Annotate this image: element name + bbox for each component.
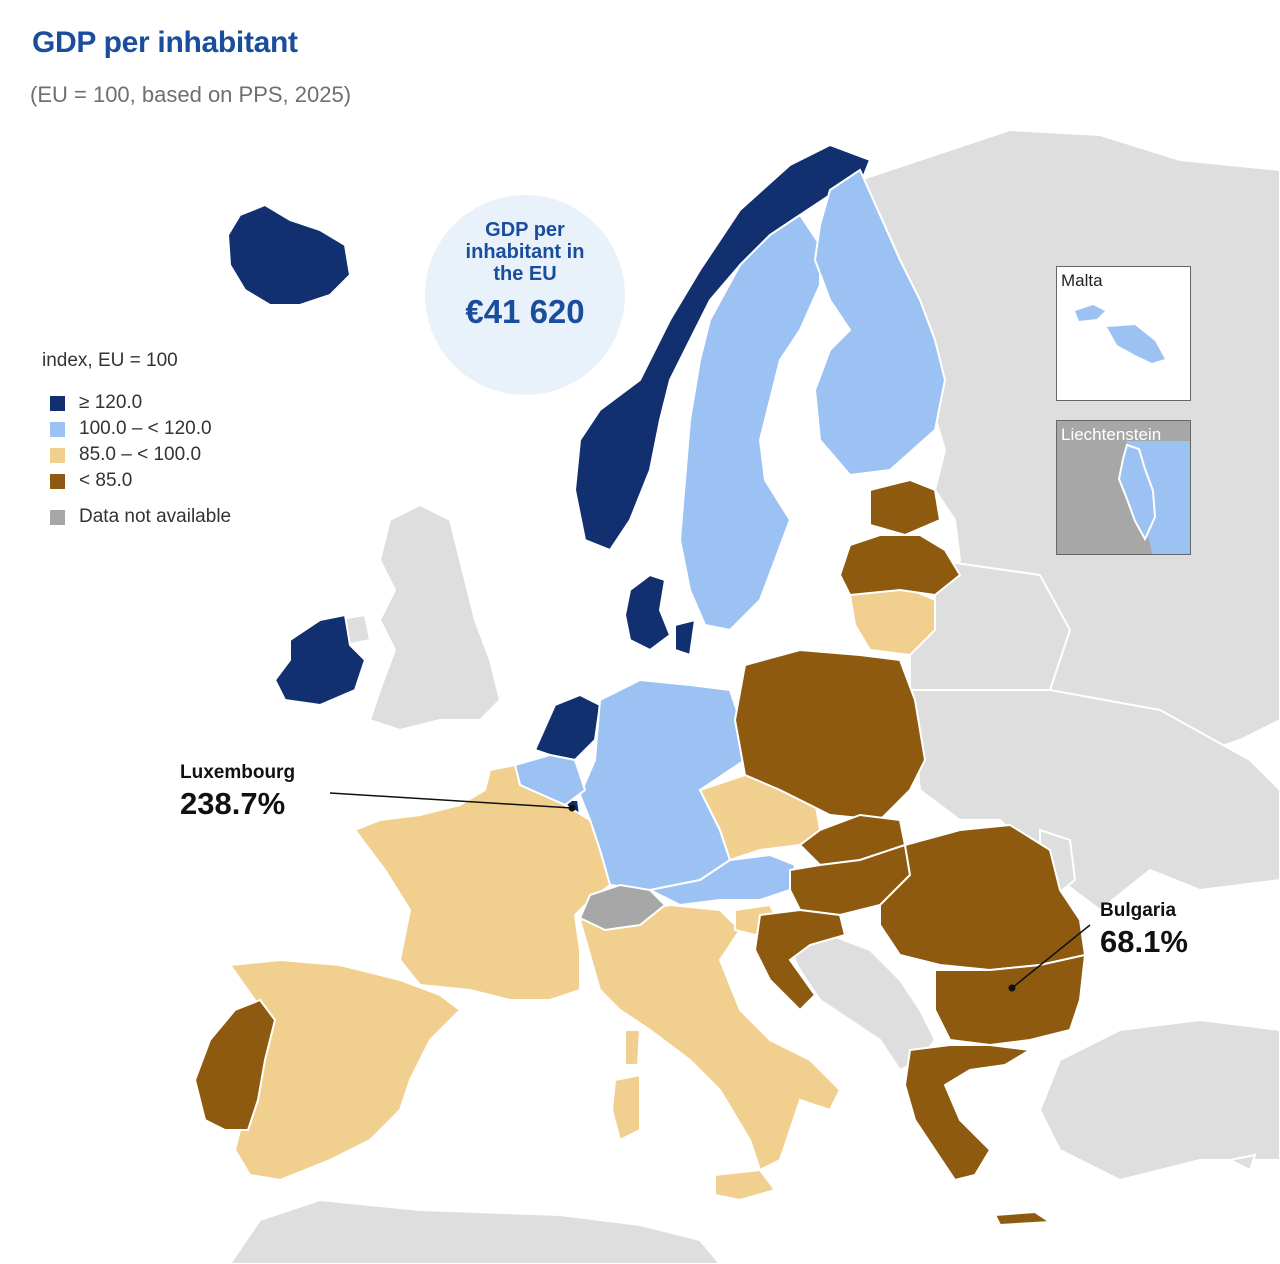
region-liechtenstein <box>1117 443 1157 542</box>
region-gozo <box>1075 305 1105 321</box>
region-cyprus <box>1226 1153 1257 1172</box>
region-crete <box>993 1210 1054 1227</box>
region-corsica <box>624 1029 642 1066</box>
legend-item-below: 85.0 – < 100.0 <box>42 442 231 468</box>
legend-label-na: Data not available <box>79 506 232 527</box>
map-title: GDP per inhabitant <box>32 26 298 59</box>
luxembourg-callout: Luxembourg 238.7% <box>180 762 295 822</box>
region-greece <box>903 1044 1033 1182</box>
legend-item-above: 100.0 – < 120.0 <box>42 416 231 442</box>
legend: index, EU = 100 ≥ 120.0 100.0 – < 120.0 … <box>42 350 231 530</box>
bulgaria-value: 68.1% <box>1100 924 1188 959</box>
region-france <box>353 763 612 1001</box>
bulgaria-leader-line <box>1011 924 1091 989</box>
eu-average-bubble: GDP per inhabitant in the EU €41 620 <box>425 195 625 395</box>
legend-item-low: < 85.0 <box>42 468 231 494</box>
bulgaria-name: Bulgaria <box>1100 900 1177 921</box>
region-portugal <box>193 998 277 1131</box>
region-sweden <box>678 213 821 632</box>
region-sardinia <box>610 1073 641 1142</box>
region-malta-island <box>1107 325 1165 363</box>
region-croatia <box>753 908 847 1012</box>
legend-swatch-above <box>50 421 65 437</box>
choropleth <box>193 143 1087 1227</box>
region-ireland <box>273 613 367 707</box>
luxembourg-marker <box>568 804 576 812</box>
region-uk <box>368 503 502 732</box>
region-bulgaria <box>934 953 1087 1047</box>
region-denmark <box>623 573 697 657</box>
legend-label-high: ≥ 120.0 <box>79 392 143 413</box>
region-sicily <box>714 1168 777 1202</box>
map-subtitle: (EU = 100, based on PPS, 2025) <box>30 82 352 107</box>
eu-average-amount: €41 620 <box>465 293 585 330</box>
legend-swatch-na <box>50 509 65 525</box>
region-netherlands <box>533 693 602 762</box>
legend-label-low: < 85.0 <box>79 470 133 491</box>
liechtenstein-inset: Liechtenstein <box>1056 420 1191 555</box>
legend-title: index, EU = 100 <box>42 350 178 371</box>
region-ukraine <box>908 689 1280 912</box>
region-estonia <box>869 478 942 537</box>
legend-item-na: Data not available <box>42 504 231 530</box>
legend-swatch-high <box>50 395 65 411</box>
malta-inset: Malta <box>1056 266 1191 401</box>
legend-label-above: 100.0 – < 120.0 <box>79 418 212 439</box>
luxembourg-leader-line <box>329 792 573 809</box>
luxembourg-name: Luxembourg <box>180 762 296 783</box>
region-switzerland <box>578 883 667 932</box>
liechtenstein-map <box>1117 441 1190 554</box>
legend-label-below: 85.0 – < 100.0 <box>79 444 202 465</box>
region-iceland <box>226 203 352 306</box>
malta-label: Malta <box>1061 271 1103 290</box>
region-latvia <box>838 534 962 597</box>
legend-swatch-low <box>50 473 65 489</box>
region-poland <box>733 648 927 822</box>
region-north-africa <box>228 1198 722 1264</box>
liechtenstein-label: Liechtenstein <box>1061 425 1162 444</box>
luxembourg-value: 238.7% <box>180 786 286 821</box>
legend-swatch-below <box>50 447 65 463</box>
legend-item-high: ≥ 120.0 <box>42 390 231 416</box>
bulgaria-callout: Bulgaria 68.1% <box>1100 900 1188 960</box>
bulgaria-marker <box>1008 984 1016 992</box>
region-finland <box>813 168 947 477</box>
eu-average-label: GDP per inhabitant in the EU <box>465 219 585 285</box>
region-italy <box>578 903 842 1172</box>
malta-map <box>1075 305 1165 363</box>
